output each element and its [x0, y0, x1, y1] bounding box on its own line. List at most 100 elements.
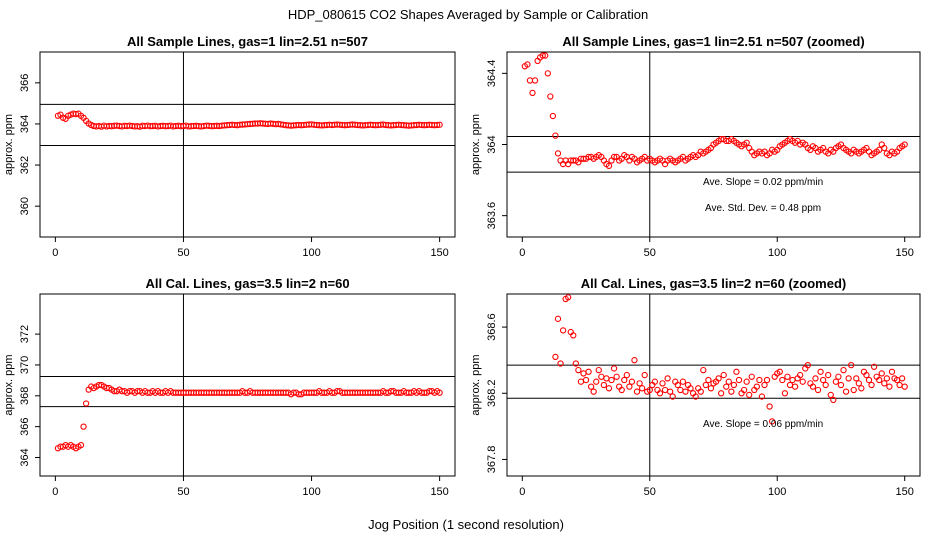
- panel-1: All Sample Lines, gas=1 lin=2.51 n=507 0 5…: [3, 34, 456, 259]
- y-axis-label: approx. ppm: [3, 114, 15, 175]
- data-point: [715, 375, 722, 382]
- data-point: [835, 373, 842, 380]
- y-tick-label: 364: [19, 448, 31, 466]
- y-tick-label: 360: [19, 197, 31, 215]
- data-point: [735, 376, 743, 384]
- data-point: [804, 361, 811, 369]
- x-tick-label: 100: [302, 486, 320, 498]
- data-point: [748, 373, 755, 380]
- data-point: [626, 383, 633, 390]
- data-point: [565, 294, 572, 301]
- data-point: [850, 386, 857, 394]
- data-point: [853, 375, 860, 382]
- data-point: [641, 371, 648, 379]
- data-point: [656, 390, 664, 397]
- data-point: [702, 381, 710, 389]
- data-point: [725, 378, 732, 385]
- x-tick-label: 100: [768, 247, 786, 259]
- y-tick-label: 372: [19, 325, 31, 343]
- x-tick-label: 50: [644, 486, 656, 498]
- data-point: [610, 153, 618, 161]
- data-point: [797, 371, 804, 379]
- data-point: [812, 375, 819, 382]
- data-point: [876, 376, 883, 384]
- panel-title: All Sample Lines, gas=1 lin=2.51 n=507: [127, 34, 368, 49]
- data-point: [700, 366, 707, 374]
- data-point: [613, 373, 620, 380]
- figure-title: HDP_080615 CO2 Shapes Averaged by Sample…: [288, 7, 648, 22]
- data-point: [542, 52, 549, 59]
- data-point: [840, 366, 847, 374]
- data-point: [901, 383, 908, 390]
- data-point: [692, 393, 699, 400]
- data-point: [593, 378, 600, 385]
- data-point: [638, 385, 646, 392]
- data-point: [761, 381, 768, 389]
- annotation: Ave. Slope = 0.06 ppm/min: [703, 419, 823, 430]
- data-point: [888, 368, 896, 375]
- data-point: [842, 388, 850, 395]
- data-point: [865, 376, 873, 384]
- x-tick-label: 50: [177, 247, 189, 259]
- data-point: [433, 121, 441, 129]
- data-point: [720, 371, 727, 379]
- data-point: [837, 381, 845, 389]
- data-point: [687, 385, 694, 392]
- data-point: [636, 380, 643, 387]
- data-point: [575, 366, 582, 374]
- x-tick-label: 100: [302, 247, 320, 259]
- data-point: [572, 360, 579, 367]
- data-point: [628, 378, 636, 385]
- data-point: [822, 381, 829, 389]
- data-point: [82, 400, 90, 407]
- data-point: [705, 376, 712, 384]
- y-tick-label: 370: [19, 356, 31, 374]
- x-tick-label: 150: [896, 486, 914, 498]
- data-point: [531, 77, 539, 84]
- data-point: [587, 383, 595, 390]
- annotation: Ave. Slope = 0.02 ppm/min: [703, 177, 823, 188]
- data-point: [781, 390, 789, 397]
- data-point: [740, 386, 748, 394]
- data-point: [539, 52, 546, 59]
- data-points: [54, 110, 443, 130]
- data-point: [618, 386, 625, 394]
- data-point: [554, 315, 562, 322]
- data-point: [756, 376, 763, 384]
- y-tick-label: 368: [19, 387, 31, 405]
- data-point: [529, 89, 536, 97]
- data-point: [886, 383, 893, 390]
- data-point: [766, 403, 773, 410]
- data-point: [559, 327, 567, 334]
- data-point: [743, 139, 750, 146]
- data-point: [605, 385, 613, 392]
- y-tick-label: 364: [486, 135, 498, 153]
- x-tick-label: 0: [52, 486, 58, 498]
- data-points: [521, 52, 908, 169]
- panel-3: All Cal. Lines, gas=3.5 lin=2 n=60 0 50 100…: [3, 276, 456, 498]
- data-point: [524, 61, 531, 68]
- x-tick-label: 50: [177, 486, 189, 498]
- panel-title: All Sample Lines, gas=1 lin=2.51 n=507 (…: [562, 34, 864, 49]
- x-tick-label: 0: [519, 486, 525, 498]
- data-point: [881, 380, 888, 387]
- data-point: [728, 388, 735, 395]
- data-point: [878, 370, 885, 377]
- data-point: [799, 378, 806, 385]
- data-point: [819, 376, 827, 384]
- data-point: [746, 391, 753, 399]
- data-point: [633, 388, 641, 395]
- y-tick-label: 364.4: [486, 60, 498, 88]
- data-points: [552, 294, 908, 425]
- data-point: [544, 70, 551, 77]
- data-point: [659, 380, 666, 387]
- data-point: [590, 388, 597, 395]
- data-point: [733, 368, 740, 375]
- y-tick-label: 367.8: [486, 446, 498, 474]
- data-points: [54, 381, 443, 452]
- data-point: [758, 393, 766, 400]
- data-point: [779, 376, 786, 384]
